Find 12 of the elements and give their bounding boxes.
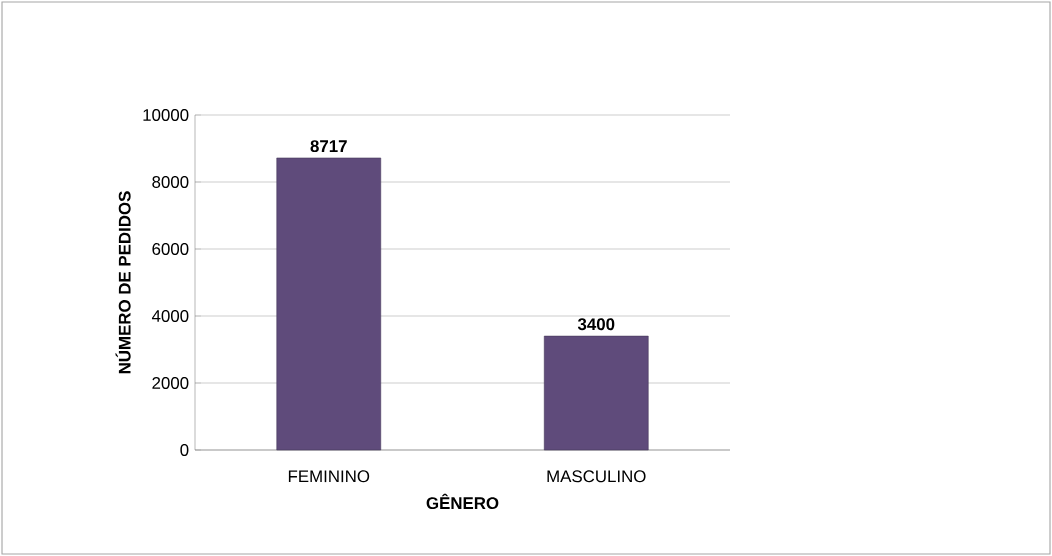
- y-tick-label: 8000: [152, 176, 189, 188]
- y-tick-label: 6000: [152, 243, 189, 255]
- y-tick-label: 4000: [151, 310, 189, 322]
- y-tick-label: 10000: [143, 109, 189, 121]
- data-label: 3400: [577, 318, 615, 331]
- y-tick-label: 0: [180, 444, 189, 456]
- y-axis-title: NÚMERO DE PEDIDOS: [115, 191, 131, 374]
- y-tick-label: 2000: [152, 377, 189, 389]
- x-tick-label: FEMININO: [288, 470, 370, 483]
- data-label: 8717: [310, 140, 347, 153]
- x-axis-title: GÊNERO: [426, 493, 499, 510]
- x-tick-label: MASCULINO: [547, 470, 646, 483]
